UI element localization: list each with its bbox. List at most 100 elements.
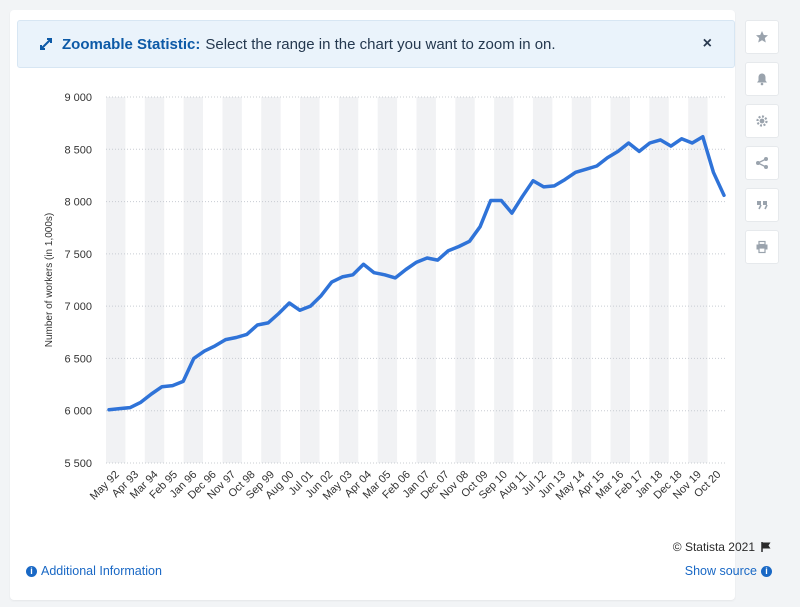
data-point[interactable] [224, 338, 228, 342]
info-icon: i [26, 565, 37, 577]
data-point[interactable] [701, 135, 705, 139]
grid-band [494, 97, 514, 463]
favorite-button[interactable] [745, 20, 779, 54]
data-point[interactable] [308, 304, 312, 308]
grid-band [571, 97, 592, 463]
data-point[interactable] [128, 406, 132, 410]
data-point[interactable] [711, 170, 715, 174]
additional-info-link[interactable]: i Additional Information [26, 564, 162, 578]
data-point[interactable] [255, 323, 259, 327]
grid-band [106, 97, 126, 463]
settings-button[interactable] [745, 104, 779, 138]
data-point[interactable] [489, 199, 493, 203]
series-line[interactable] [107, 134, 726, 412]
print-button[interactable] [745, 230, 779, 264]
action-sidebar [745, 20, 781, 272]
data-point[interactable] [213, 344, 217, 348]
data-point[interactable] [499, 199, 503, 203]
data-point[interactable] [637, 149, 641, 153]
data-point[interactable] [372, 271, 376, 275]
zoom-banner: Zoomable Statistic: Select the range in … [17, 20, 735, 68]
data-point[interactable] [277, 311, 281, 315]
data-point[interactable] [361, 262, 365, 266]
data-point[interactable] [404, 268, 408, 272]
grid-band [688, 97, 708, 463]
data-point[interactable] [181, 379, 185, 383]
data-point[interactable] [192, 356, 196, 360]
data-point[interactable] [266, 321, 270, 325]
additional-info-label: Additional Information [41, 564, 162, 578]
data-point[interactable] [393, 276, 397, 280]
data-point[interactable] [149, 392, 153, 396]
close-icon[interactable]: × [702, 35, 712, 52]
data-point[interactable] [234, 336, 238, 340]
flag-icon [761, 542, 771, 552]
data-point[interactable] [457, 245, 461, 249]
data-point[interactable] [330, 280, 334, 284]
data-point[interactable] [118, 407, 122, 411]
data-point[interactable] [627, 141, 631, 145]
grid-band [300, 97, 320, 463]
data-point[interactable] [658, 138, 662, 142]
data-point[interactable] [616, 149, 620, 153]
data-point[interactable] [669, 144, 673, 148]
grid-band [338, 97, 359, 463]
data-point[interactable] [722, 193, 726, 197]
data-point[interactable] [202, 349, 206, 353]
grid-band [144, 97, 165, 463]
data-point[interactable] [584, 167, 588, 171]
show-source-link[interactable]: Show source i [685, 564, 772, 578]
data-point[interactable] [446, 249, 450, 253]
grid-band [416, 97, 436, 463]
data-point[interactable] [468, 239, 472, 243]
data-point[interactable] [383, 273, 387, 277]
data-point[interactable] [287, 301, 291, 305]
data-point[interactable] [510, 211, 514, 215]
y-tick-label: 7 000 [64, 301, 92, 313]
y-tick-label: 6 500 [64, 353, 92, 365]
data-point[interactable] [319, 294, 323, 298]
data-point[interactable] [531, 179, 535, 183]
data-point[interactable] [160, 385, 164, 389]
data-point[interactable] [680, 137, 684, 141]
data-point[interactable] [542, 185, 546, 189]
y-tick-label: 8 000 [64, 197, 92, 209]
data-point[interactable] [436, 258, 440, 262]
banner-text: Select the range in the chart you want t… [205, 35, 556, 53]
y-tick-label: 5 500 [64, 458, 92, 470]
show-source-label: Show source [684, 564, 757, 578]
grid-band [455, 97, 475, 463]
bell-icon [757, 73, 767, 86]
y-tick-label: 9 000 [64, 92, 92, 104]
data-point[interactable] [478, 225, 482, 229]
data-point[interactable] [648, 141, 652, 145]
data-point[interactable] [415, 260, 419, 264]
data-point[interactable] [690, 141, 694, 145]
y-axis-title: Number of workers (in 1,000s) [44, 213, 55, 348]
share-icon [756, 157, 768, 169]
data-point[interactable] [340, 275, 344, 279]
grid-band [532, 97, 553, 463]
statista-credit: © Statista 2021 [673, 540, 772, 554]
data-point[interactable] [552, 184, 556, 188]
data-point[interactable] [563, 178, 567, 182]
data-point[interactable] [107, 408, 111, 412]
info-icon: i [761, 565, 772, 577]
data-point[interactable] [171, 384, 175, 388]
data-point[interactable] [521, 194, 525, 198]
gear-icon [756, 115, 768, 127]
data-point[interactable] [605, 156, 609, 160]
data-point[interactable] [425, 256, 429, 260]
grid-band [649, 97, 669, 463]
cite-button[interactable] [745, 188, 779, 222]
data-point[interactable] [595, 164, 599, 168]
notification-button[interactable] [745, 62, 779, 96]
data-point[interactable] [298, 308, 302, 312]
data-point[interactable] [574, 170, 578, 174]
data-point[interactable] [351, 273, 355, 277]
expand-icon [38, 36, 54, 52]
share-button[interactable] [745, 146, 779, 180]
data-point[interactable] [139, 400, 143, 404]
data-point[interactable] [245, 332, 249, 336]
